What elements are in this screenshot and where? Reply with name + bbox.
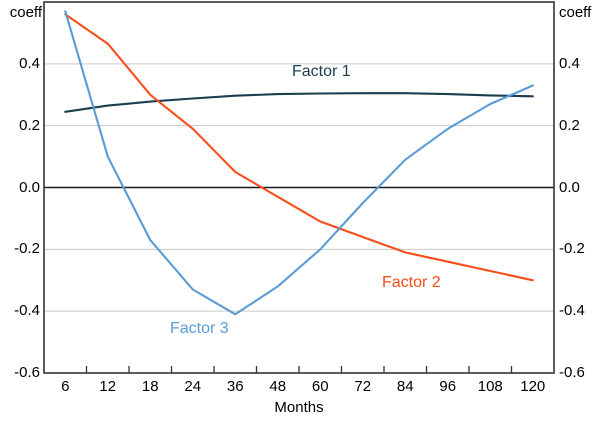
x-axis-label: 36 [226,378,244,395]
y-axis-label-right: -0.2 [559,240,585,258]
series-line-factor-1 [64,92,534,113]
series-label-factor-3: Factor 3 [170,320,229,337]
x-axis-label: 12 [99,378,117,395]
x-axis-label: 84 [396,378,414,395]
y-axis-label-right: -0.4 [559,302,585,320]
series-label-factor-1: Factor 1 [292,63,351,80]
y-axis-label-right: 0.0 [559,178,580,196]
y-axis-label-left: -0.4 [14,302,40,320]
y-axis-label-right: 0.4 [559,54,580,72]
plot-frame [43,1,555,374]
y-axis-label-left: 0.4 [19,54,40,72]
x-axis-label: 96 [439,378,457,395]
x-axis-label: 18 [141,378,159,395]
y-axis-label-left: 0.2 [19,116,40,134]
x-axis-label: 72 [354,378,372,395]
x-axis-label: 6 [61,378,70,395]
x-axis-title: Months [274,399,324,416]
x-axis-label: 60 [311,378,329,395]
y-axis-label-left: -0.6 [14,364,40,381]
x-axis-label: 108 [477,378,503,395]
series-label-factor-2: Factor 2 [382,274,441,291]
y-axis-label-right: -0.6 [559,364,585,381]
y-axis-label-right: 0.2 [559,116,580,134]
y-axis-label-left: -0.2 [14,240,40,258]
series-line-factor-3 [64,10,534,316]
y-axis-label-left: 0.0 [19,178,40,196]
right-axis-unit-label: coeff [559,4,592,21]
series-line-factor-2 [64,13,534,282]
left-axis-unit-label: coeff [9,4,42,21]
x-axis-label: 120 [520,378,546,395]
x-axis-label: 24 [184,378,202,395]
x-axis-label: 48 [269,378,287,395]
